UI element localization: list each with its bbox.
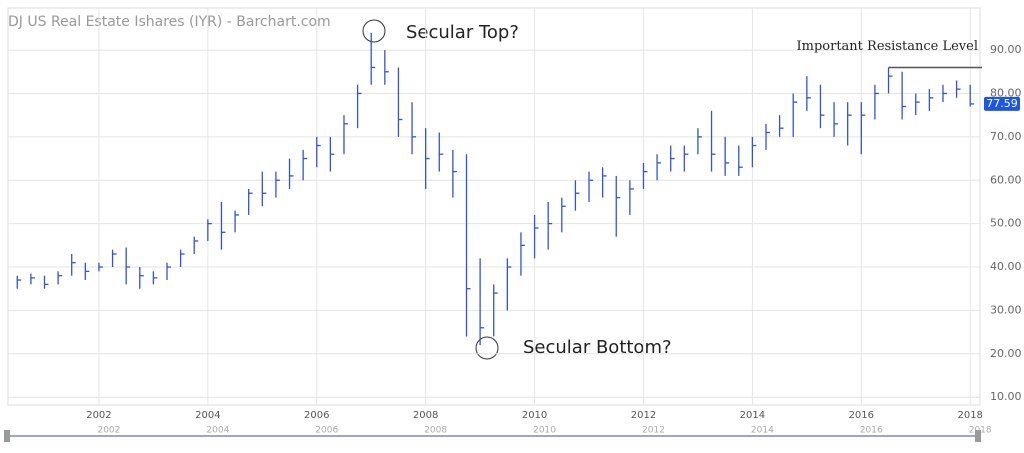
y-tick-label: 20.00 bbox=[990, 347, 1022, 360]
x-tick-label: 2002 bbox=[86, 410, 111, 421]
navigator-label: 2010 bbox=[533, 426, 556, 436]
navigator-handle[interactable] bbox=[975, 430, 981, 442]
navigator-label: 2014 bbox=[751, 426, 774, 436]
y-tick-label: 10.00 bbox=[990, 390, 1022, 403]
navigator-label: 2004 bbox=[206, 426, 229, 436]
navigator-handle[interactable] bbox=[4, 430, 10, 442]
navigator-label: 2002 bbox=[97, 426, 120, 436]
navigator-label: 2018 bbox=[969, 426, 992, 436]
x-tick-label: 2018 bbox=[957, 410, 982, 421]
chart-title: DJ US Real Estate Ishares (IYR) - Barcha… bbox=[8, 14, 331, 30]
navigator-label: 2016 bbox=[860, 426, 883, 436]
x-tick-label: 2006 bbox=[304, 410, 329, 421]
last-price-label: 77.59 bbox=[986, 97, 1018, 110]
y-tick-label: 90.00 bbox=[990, 43, 1022, 56]
y-tick-label: 50.00 bbox=[990, 217, 1022, 230]
y-tick-label: 30.00 bbox=[990, 303, 1022, 316]
top-circle bbox=[362, 19, 386, 43]
resistance-label: Important Resistance Level bbox=[797, 39, 979, 54]
annotation: Secular Bottom? bbox=[523, 337, 672, 358]
y-tick-label: 80.00 bbox=[990, 86, 1022, 99]
plot-area bbox=[7, 7, 981, 406]
navigator-label: 2008 bbox=[424, 426, 447, 436]
x-tick-label: 2008 bbox=[413, 410, 438, 421]
x-tick-label: 2004 bbox=[195, 410, 220, 421]
bottom-circle bbox=[475, 336, 499, 360]
x-tick-label: 2016 bbox=[849, 410, 874, 421]
y-tick-label: 40.00 bbox=[990, 260, 1022, 273]
last-price-tag bbox=[984, 96, 1020, 111]
x-tick-label: 2012 bbox=[631, 410, 656, 421]
y-tick-label: 60.00 bbox=[990, 173, 1022, 186]
annotation: Secular Top? bbox=[406, 22, 519, 43]
navigator-label: 2012 bbox=[642, 426, 665, 436]
y-tick-label: 70.00 bbox=[990, 130, 1022, 143]
x-tick-label: 2014 bbox=[740, 410, 765, 421]
x-tick-label: 2010 bbox=[522, 410, 547, 421]
navigator-label: 2006 bbox=[315, 426, 338, 436]
